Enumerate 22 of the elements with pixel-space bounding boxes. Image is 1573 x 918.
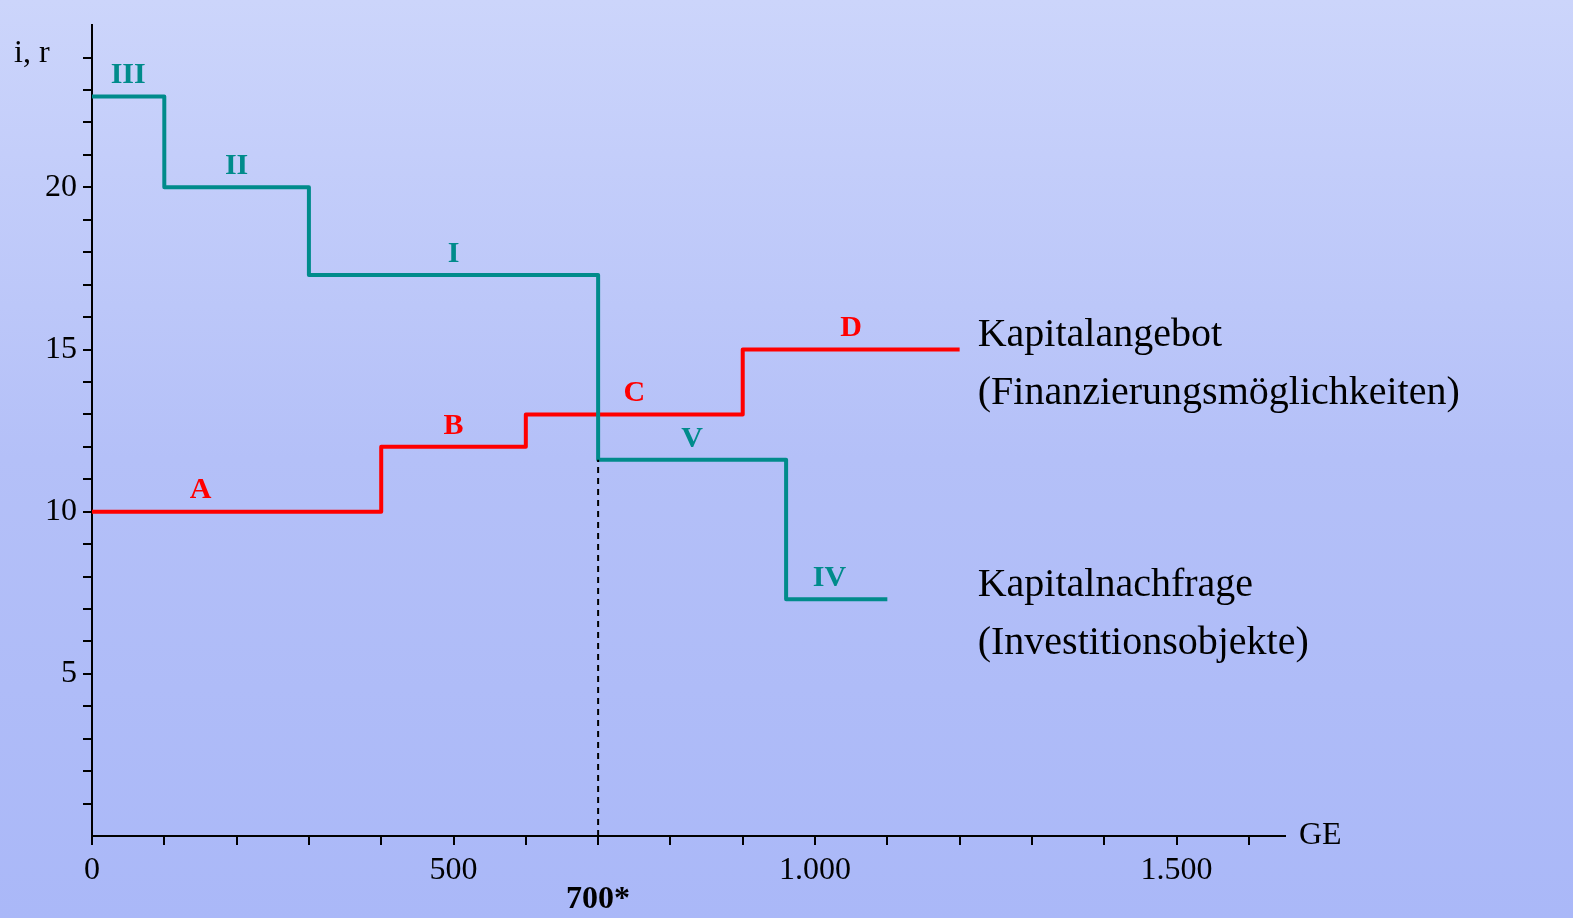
annotation: I [447, 234, 460, 268]
series-label: Kapitalangebot (Finanzierungsmöglichkeiten) [977, 310, 1460, 414]
annotation: V [681, 419, 704, 453]
annotation: IV [812, 559, 847, 592]
ref-line-label: 700* [566, 879, 631, 916]
x-tick-label: 500 [429, 849, 478, 886]
annotation: III [110, 56, 146, 90]
y-tick-label: 5 [61, 653, 77, 690]
x-tick-label: 0 [84, 849, 100, 886]
annotation: C [623, 374, 646, 408]
annotation: B [443, 406, 464, 440]
x-tick-label: 1.000 [779, 849, 852, 886]
y-tick-label: 10 [45, 491, 77, 528]
y-tick-label: 20 [45, 166, 77, 203]
y-tick-label: 15 [45, 328, 77, 365]
y-axis-title: i, r [14, 32, 50, 69]
x-axis-title: GE [1299, 815, 1342, 852]
x-tick-label: 1.500 [1140, 849, 1213, 886]
annotation: II [224, 147, 249, 181]
annotation: A [189, 471, 212, 505]
annotation: D [840, 309, 863, 343]
text: Kapitalnachfrage (Investitionsobjekte) [977, 559, 1309, 663]
